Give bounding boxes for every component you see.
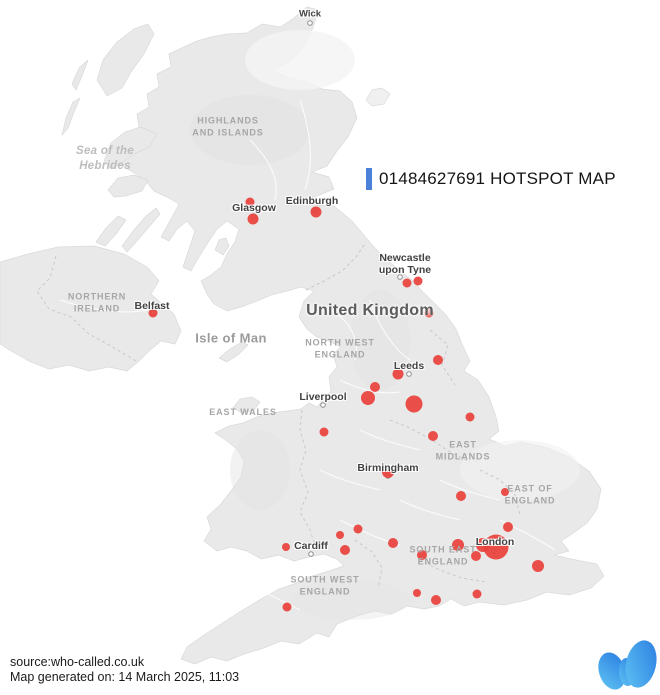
- hotspot-marker: [405, 395, 423, 413]
- hotspot-marker: [413, 589, 421, 597]
- hotspot-marker: [402, 278, 412, 288]
- city-marker: [320, 402, 326, 408]
- orkney-shape: [365, 87, 391, 107]
- city-marker: [406, 371, 412, 377]
- hotspot-marker: [392, 368, 404, 380]
- hotspot-marker: [361, 391, 375, 405]
- hotspot-marker: [503, 522, 513, 532]
- hebrides-uist-shape: [61, 97, 81, 136]
- jura-shape: [121, 207, 161, 253]
- city-marker: [307, 20, 313, 26]
- city-marker: [397, 274, 403, 280]
- hotspot-marker: [456, 491, 466, 501]
- hotspot-marker: [471, 551, 481, 561]
- hotspot-marker: [336, 531, 344, 539]
- hotspot-marker: [431, 595, 441, 605]
- hotspot-marker: [382, 466, 394, 478]
- hotspot-marker: [532, 560, 544, 572]
- hotspot-marker: [483, 534, 509, 560]
- hotspot-marker: [245, 197, 255, 207]
- hotspot-marker: [282, 543, 290, 551]
- hotspot-marker: [370, 382, 380, 392]
- title-accent-bar: [366, 168, 372, 190]
- hotspot-marker: [465, 412, 475, 422]
- city-marker: [308, 551, 314, 557]
- hotspot-marker: [413, 276, 423, 286]
- arran-shape: [214, 237, 230, 256]
- hotspot-marker: [353, 524, 363, 534]
- hotspot-marker: [433, 355, 443, 365]
- hotspot-marker: [388, 538, 398, 548]
- title-text: 01484627691 HOTSPOT MAP: [379, 169, 616, 188]
- hotspot-marker: [340, 545, 350, 555]
- hotspot-marker: [148, 308, 158, 318]
- isle-of-man-shape: [218, 341, 249, 363]
- hotspot-marker: [428, 431, 438, 441]
- mull-shape: [107, 174, 149, 198]
- hotspot-marker: [319, 427, 329, 437]
- who-called-logo-icon: [598, 640, 657, 690]
- hotspot-map-title: 01484627691 HOTSPOT MAP: [366, 168, 616, 190]
- skye-shape: [103, 126, 158, 170]
- relief-layer: [190, 30, 580, 620]
- region-borders-layer: [36, 241, 521, 589]
- source-text: source:who-called.co.uk: [10, 655, 145, 669]
- hotspot-marker: [501, 488, 509, 496]
- anglesey-shape: [232, 396, 261, 414]
- hebrides-uist2-shape: [71, 59, 89, 91]
- hotspot-marker: [310, 206, 322, 218]
- map-footer: source:who-called.co.uk Map generated on…: [10, 655, 239, 685]
- generated-text: Map generated on: 14 March 2025, 11:03: [10, 670, 240, 684]
- hotspot-marker: [417, 550, 427, 560]
- hebrides-lewis-shape: [96, 23, 155, 97]
- inner-boundaries-layer: [59, 99, 556, 611]
- hotspots-layer: [148, 197, 544, 612]
- hotspot-marker: [247, 213, 259, 225]
- hotspot-marker: [282, 602, 292, 612]
- islay-shape: [95, 215, 127, 247]
- hotspot-marker: [452, 539, 464, 551]
- hotspot-marker: [472, 589, 482, 599]
- hotspot-marker: [424, 308, 434, 318]
